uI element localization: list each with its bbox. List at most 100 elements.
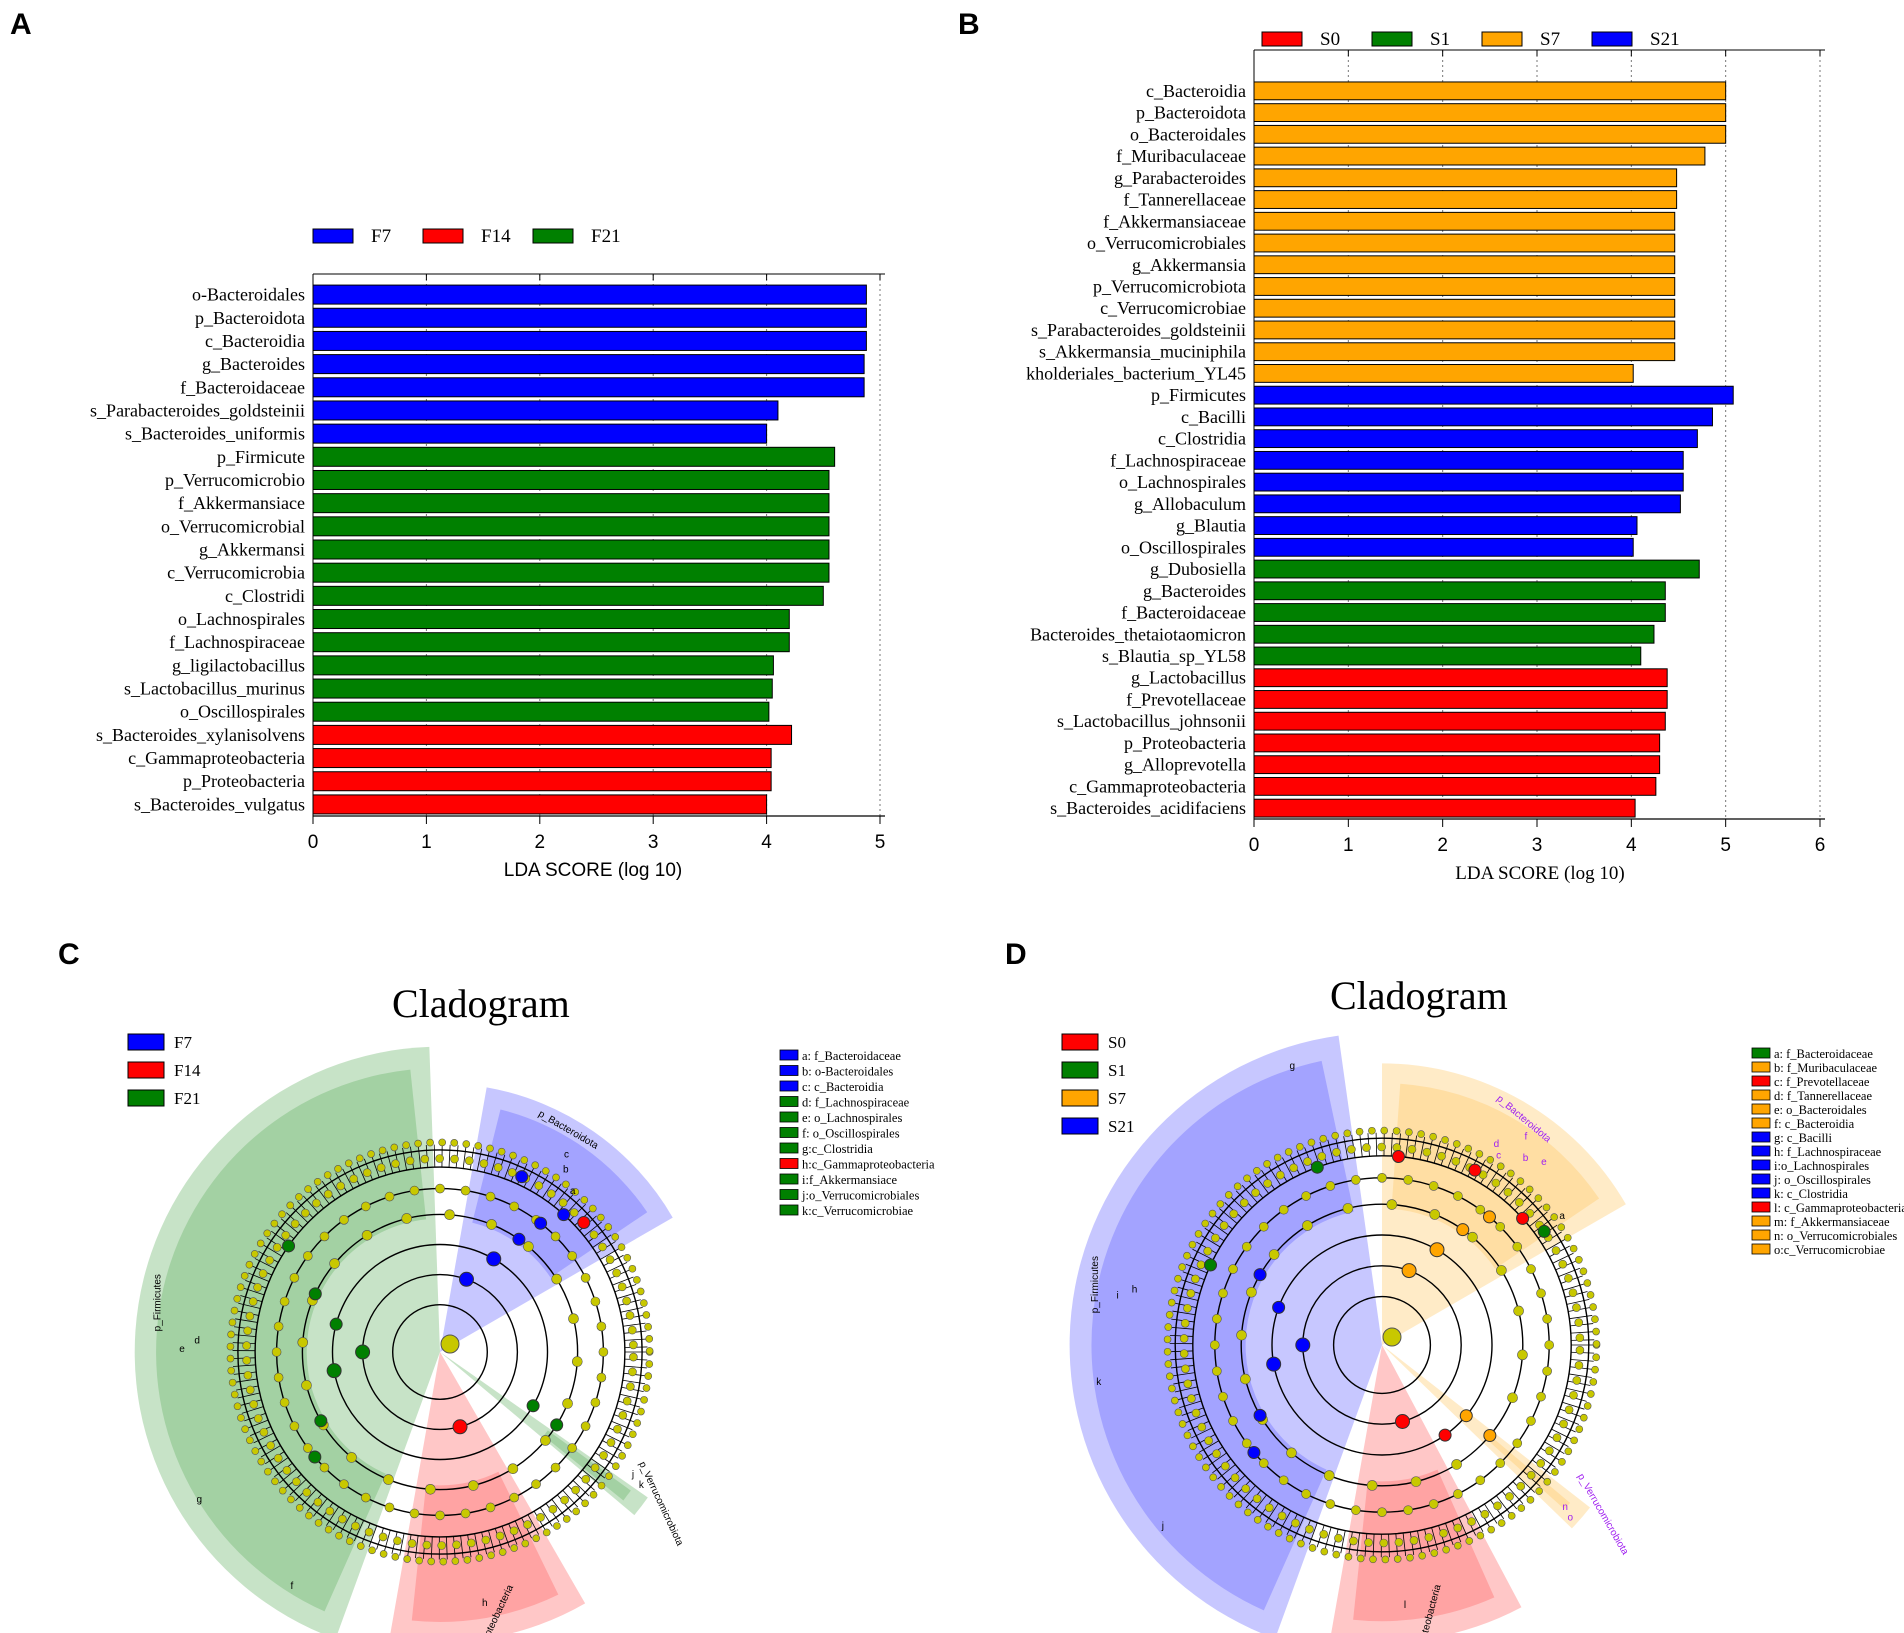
leaf-branch <box>368 1525 378 1548</box>
bar-label: p_Verrucomicrobio <box>165 470 305 490</box>
x-tick-label: 4 <box>1626 835 1637 856</box>
leaf-branch <box>1184 1414 1207 1424</box>
biomarker-node <box>557 1208 571 1222</box>
leaf-node <box>1379 1538 1389 1548</box>
clado-key-label: i:o_Lachnospirales <box>1774 1159 1869 1173</box>
leaf-node <box>1558 1259 1568 1269</box>
leaf-node <box>230 1390 239 1399</box>
leaf-branch <box>1296 1150 1307 1172</box>
leaf-node <box>246 1436 254 1445</box>
leaf-node <box>611 1233 620 1241</box>
leaf-node <box>304 1185 312 1193</box>
clado-legend-label: F7 <box>174 1033 192 1052</box>
leaf-node <box>1208 1209 1217 1218</box>
bar-label: s_Blautia_sp_YL58 <box>1102 646 1246 666</box>
leaf-node <box>265 1255 274 1265</box>
leaf-node <box>1364 1538 1373 1547</box>
leaf-branch <box>624 1365 647 1369</box>
leaf-node <box>1180 1318 1190 1328</box>
inner-node <box>384 1502 395 1513</box>
leaf-node <box>1253 1167 1261 1175</box>
tree-ring <box>1332 1295 1432 1395</box>
bar-label: c_Clostridia <box>1158 429 1246 449</box>
inner-node <box>531 1479 541 1489</box>
leaf-node <box>509 1151 517 1160</box>
leaf-branch <box>1417 1530 1423 1554</box>
leaf-branch <box>1174 1386 1198 1393</box>
leaf-node <box>1251 1188 1260 1197</box>
inner-node <box>435 1510 445 1521</box>
biomarker-node <box>1459 1409 1473 1423</box>
leaf-node <box>604 1223 613 1231</box>
inner-node <box>562 1398 573 1409</box>
leaf-node <box>622 1296 631 1306</box>
leaf-node <box>237 1414 245 1422</box>
clado-key-swatch <box>1751 1075 1771 1087</box>
lda-chart-a: F7 F14 F21 0 1 2 3 4 5 LDA SCORE (log 10) o-Bacter… <box>90 226 885 881</box>
leaf-node <box>1451 1156 1461 1166</box>
leaf-node <box>474 1142 483 1150</box>
leaf-node <box>226 1354 235 1363</box>
leaf-node <box>1164 1323 1173 1331</box>
leaf-node <box>1572 1303 1581 1312</box>
leaf-branch <box>1279 1510 1292 1532</box>
leaf-node <box>1307 1138 1316 1147</box>
leaf-node <box>1239 1198 1249 1208</box>
clado-key-label: c: c_Bacteroidia <box>802 1080 884 1094</box>
bar-label: s_Bacteroides_acidifaciens <box>1050 798 1246 818</box>
bar <box>1253 190 1678 209</box>
clade-letter: a <box>1559 1211 1565 1222</box>
leaf-branch <box>1419 1136 1426 1160</box>
bar <box>1253 755 1661 775</box>
leaf-node <box>345 1537 354 1546</box>
leaf-node <box>644 1372 653 1380</box>
bar-label: g_Parabacteroides <box>1114 168 1246 188</box>
bar <box>312 377 865 398</box>
leaf-node <box>1467 1517 1476 1526</box>
leaf-branch <box>1375 1132 1378 1156</box>
inner-node <box>540 1435 551 1446</box>
inner-node <box>303 1251 313 1261</box>
leaf-node <box>1422 1147 1432 1157</box>
bar-label: g_Lactobacillus <box>1131 668 1246 688</box>
bar <box>312 585 824 606</box>
clado-key-label: a: f_Bacteroidaceae <box>802 1049 901 1063</box>
leaf-node <box>1545 1446 1554 1456</box>
leaf-node <box>245 1260 254 1269</box>
legend-swatch <box>422 228 464 244</box>
leaf-node <box>1437 1151 1446 1161</box>
x-tick-label: 0 <box>1249 835 1260 856</box>
clade-letter: k <box>1096 1377 1102 1388</box>
inner-node <box>1228 1416 1238 1426</box>
leaf-node <box>263 1229 272 1238</box>
bar <box>312 400 779 421</box>
clado-key-label: o:c_Verrucomicrobiae <box>1774 1243 1886 1257</box>
leaf-node <box>562 1180 570 1189</box>
leaf-branch <box>1359 1133 1363 1157</box>
bar <box>1253 450 1684 470</box>
bar <box>312 516 830 537</box>
inner-node <box>1258 1458 1269 1469</box>
leaf-node <box>1344 1553 1353 1561</box>
clade-sector <box>1331 1345 1522 1633</box>
inner-node <box>1542 1366 1552 1376</box>
bar <box>312 655 774 676</box>
biomarker-node <box>1468 1163 1482 1177</box>
leaf-node <box>323 1189 333 1199</box>
leaf-branch <box>254 1258 276 1269</box>
inner-node <box>1428 1499 1439 1509</box>
leaf-branch <box>1486 1167 1500 1188</box>
inner-node <box>467 1480 479 1491</box>
leaf-branch <box>342 1168 354 1189</box>
inner-node <box>1209 1340 1220 1350</box>
inner-node <box>1302 1220 1313 1231</box>
legend-label: S7 <box>1540 29 1560 50</box>
clado-key-swatch <box>1751 1173 1771 1185</box>
bar-label: f_Akkermansiace <box>178 493 305 513</box>
sector-label: p_Firmicutes <box>153 1274 164 1331</box>
biomarker-node <box>486 1251 502 1267</box>
clade-letter: h <box>1132 1284 1138 1295</box>
inner-node <box>596 1321 607 1332</box>
leaf-node <box>1221 1461 1230 1471</box>
leaf-node <box>1586 1291 1595 1299</box>
